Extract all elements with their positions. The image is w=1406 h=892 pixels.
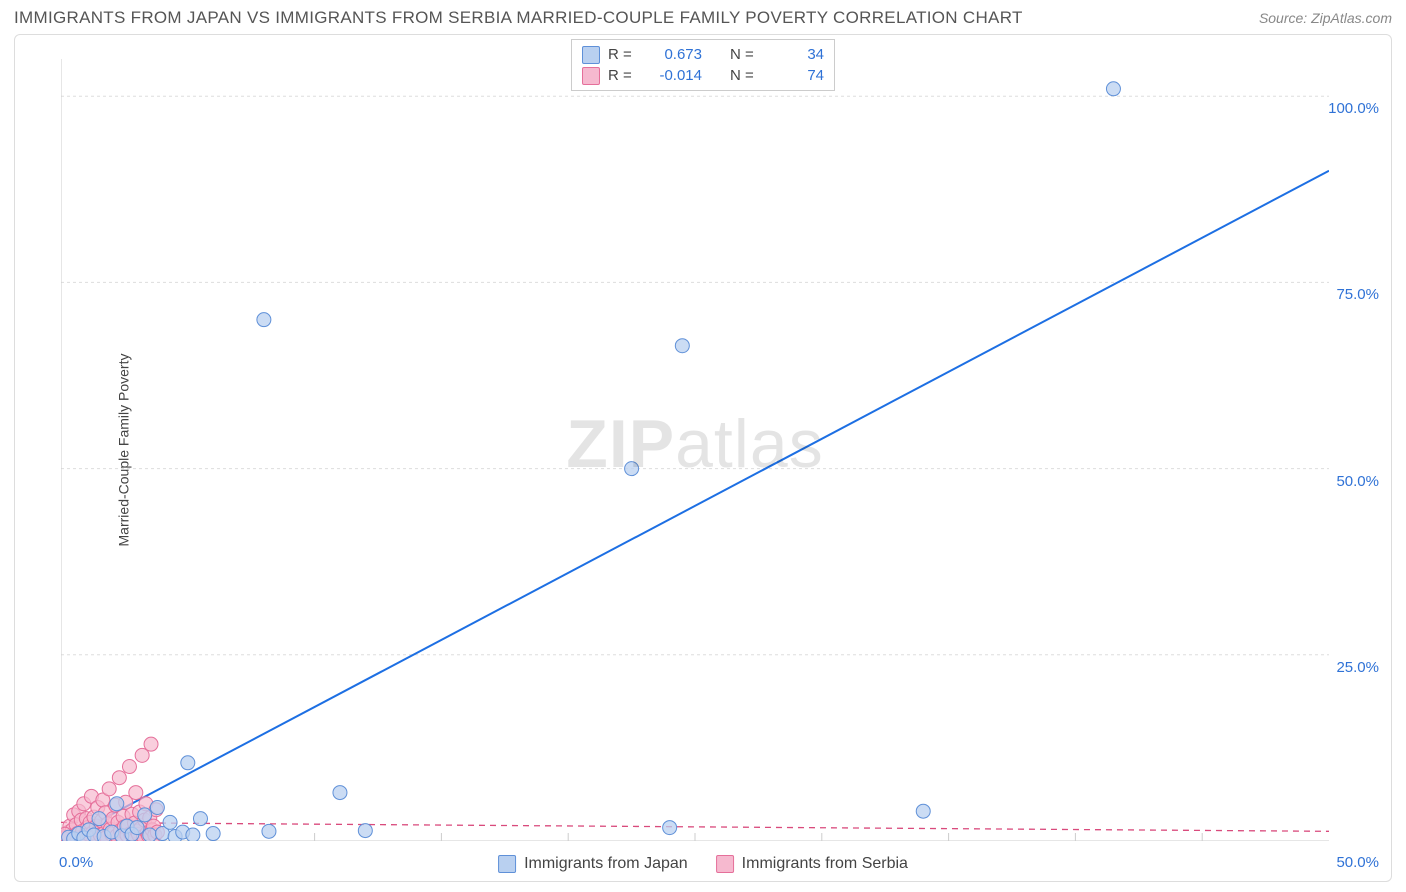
y-tick-label: 25.0% — [1336, 659, 1379, 676]
r-label: R = — [608, 44, 636, 65]
scatter-plot-svg — [61, 59, 1329, 841]
legend-row-japan: R = 0.673 N = 34 — [582, 44, 824, 65]
swatch-japan — [582, 46, 600, 64]
legend-series-names: Immigrants from Japan Immigrants from Se… — [498, 855, 908, 873]
y-tick-label: 100.0% — [1328, 100, 1379, 117]
chart-container: R = 0.673 N = 34 R = -0.014 N = 74 Marri… — [14, 34, 1392, 882]
y-tick-label: 50.0% — [1336, 473, 1379, 490]
swatch-serbia-bottom — [716, 855, 734, 873]
n-value-serbia: 74 — [766, 65, 824, 86]
r-value-serbia: -0.014 — [644, 65, 702, 86]
plot-area: Married-Couple Family Poverty ZIPatlas — [61, 59, 1329, 841]
y-axis-title: Married-Couple Family Poverty — [115, 354, 131, 547]
y-tick-label: 75.0% — [1336, 286, 1379, 303]
legend-label-serbia: Immigrants from Serbia — [742, 855, 908, 873]
n-value-japan: 34 — [766, 44, 824, 65]
x-axis-min-label: 0.0% — [59, 854, 93, 871]
swatch-japan-bottom — [498, 855, 516, 873]
legend-correlation-stats: R = 0.673 N = 34 R = -0.014 N = 74 — [571, 39, 835, 91]
swatch-serbia — [582, 67, 600, 85]
n-label-2: N = — [730, 65, 758, 86]
source-name: ZipAtlas.com — [1311, 10, 1392, 26]
legend-label-japan: Immigrants from Japan — [524, 855, 688, 873]
legend-item-serbia: Immigrants from Serbia — [716, 855, 908, 873]
r-value-japan: 0.673 — [644, 44, 702, 65]
legend-item-japan: Immigrants from Japan — [498, 855, 688, 873]
chart-title: IMMIGRANTS FROM JAPAN VS IMMIGRANTS FROM… — [14, 8, 1023, 28]
source-label: Source: — [1259, 10, 1311, 26]
x-axis-max-label: 50.0% — [1336, 854, 1379, 871]
r-label-2: R = — [608, 65, 636, 86]
legend-row-serbia: R = -0.014 N = 74 — [582, 65, 824, 86]
n-label: N = — [730, 44, 758, 65]
source-attribution: Source: ZipAtlas.com — [1259, 10, 1392, 26]
